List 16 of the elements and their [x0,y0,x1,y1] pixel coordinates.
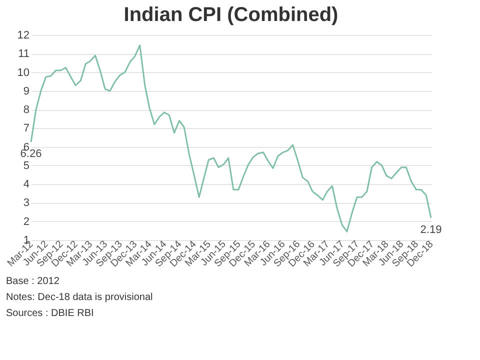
y-tick-label: 3 [23,197,30,210]
y-tick-label: 10 [17,66,30,79]
data-label: 2.19 [420,224,442,236]
y-tick-label: 11 [18,48,30,60]
y-tick-label: 12 [17,30,30,42]
y-tick-label: 8 [23,104,30,116]
y-tick-label: 7 [23,122,30,135]
y-tick-label: 5 [23,160,30,172]
y-tick-label: 9 [23,85,30,98]
text: Base : 2012 [6,276,60,287]
y-tick-label: 4 [23,178,30,191]
y-tick-label: 2 [23,216,30,228]
source-note: Sources : DBIE RBI [6,308,94,319]
text: Notes: Dec-18 data is provisional [6,292,153,303]
chart-title: Indian CPI (Combined) [124,4,338,26]
data-label: 6.26 [20,148,42,160]
